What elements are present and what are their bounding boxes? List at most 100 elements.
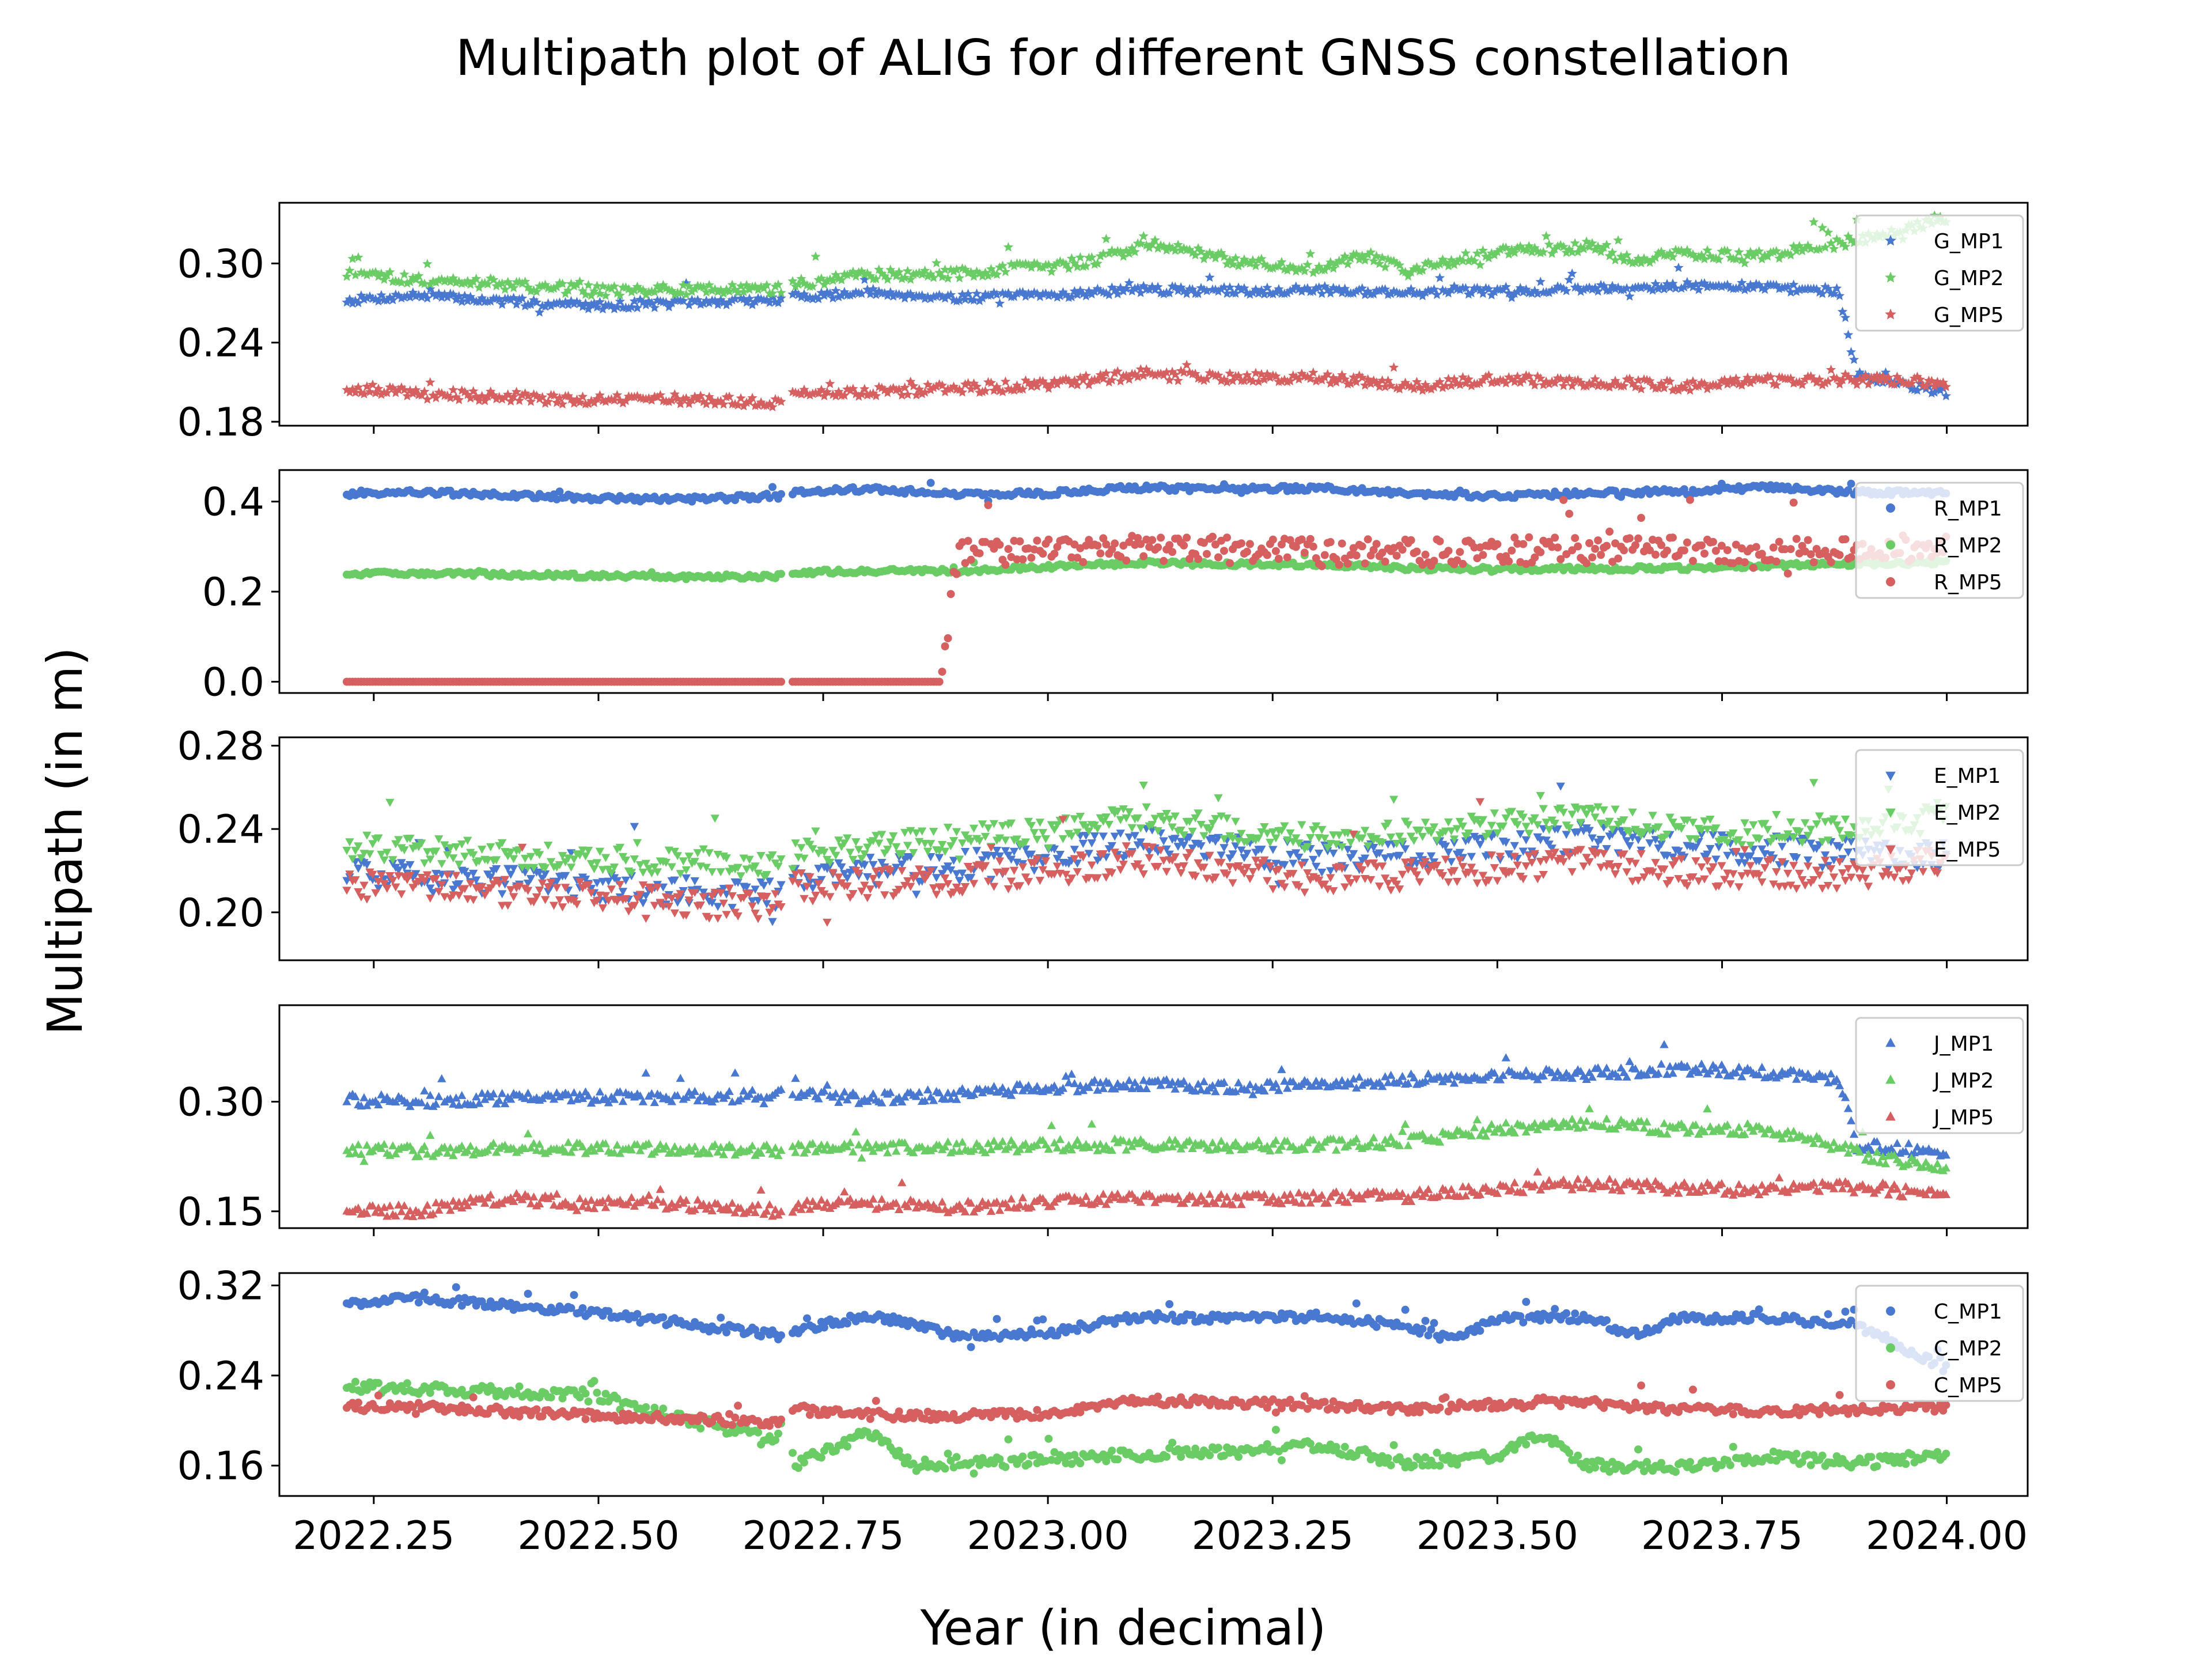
data-point: [1412, 547, 1421, 556]
data-point: [1536, 791, 1545, 800]
data-point: [1372, 251, 1382, 260]
data-point: [531, 286, 542, 296]
data-point: [1593, 803, 1603, 812]
data-point: [989, 882, 999, 891]
data-point: [1582, 559, 1591, 567]
data-point: [1851, 379, 1862, 389]
data-point: [704, 849, 714, 858]
data-point: [431, 392, 441, 403]
data-point: [1674, 875, 1683, 884]
data-point: [1070, 540, 1079, 549]
data-point: [1081, 290, 1091, 301]
data-point: [1377, 252, 1388, 262]
data-point: [537, 879, 547, 888]
data-point: [1844, 486, 1853, 495]
data-point: [649, 286, 660, 297]
data-point: [434, 888, 444, 896]
data-point: [1150, 235, 1160, 245]
data-point: [1176, 245, 1186, 255]
data-point: [768, 483, 777, 491]
data-point: [1703, 850, 1712, 859]
data-point: [1070, 815, 1080, 824]
data-point: [943, 273, 953, 283]
data-point: [1624, 291, 1635, 301]
data-point: [900, 272, 910, 282]
data-point: [1050, 845, 1059, 854]
series-G_MP5: [342, 359, 1951, 412]
data-point: [1455, 285, 1465, 294]
data-point: [1616, 827, 1626, 835]
data-point: [431, 277, 441, 287]
data-point: [609, 395, 620, 405]
data-point: [1415, 878, 1425, 887]
data-point: [1332, 840, 1341, 849]
data-point: [1518, 847, 1528, 856]
data-point: [762, 900, 771, 908]
data-point: [1567, 247, 1577, 257]
data-point: [1361, 559, 1369, 568]
data-point: [1444, 818, 1453, 827]
data-point: [991, 269, 1002, 279]
data-point: [623, 303, 634, 313]
data-point: [1817, 838, 1827, 846]
data-point: [1378, 548, 1387, 557]
data-point: [344, 265, 355, 275]
data-point: [1883, 372, 1894, 382]
data-point: [1697, 831, 1706, 839]
data-point: [811, 891, 820, 900]
data-point: [1806, 244, 1816, 253]
data-point: [1280, 861, 1289, 870]
data-point: [770, 281, 781, 291]
y-tick-label: 0.2: [202, 570, 264, 615]
data-point: [540, 870, 550, 878]
data-point: [1226, 559, 1234, 567]
data-point: [944, 634, 952, 642]
data-point: [546, 878, 556, 887]
data-point: [1110, 849, 1119, 857]
data-point: [727, 295, 737, 305]
data-point: [733, 287, 743, 297]
data-point: [1408, 289, 1419, 298]
data-point: [1668, 385, 1678, 395]
data-point: [1752, 543, 1760, 551]
data-point: [618, 888, 628, 896]
data-point: [1268, 828, 1278, 837]
data-point: [1440, 381, 1451, 391]
data-point: [1253, 376, 1264, 386]
data-point: [469, 896, 478, 904]
data-point: [1673, 262, 1684, 272]
data-point: [1418, 832, 1427, 841]
data-point: [1429, 261, 1440, 271]
data-point: [1479, 551, 1487, 559]
data-point: [1044, 844, 1054, 853]
data-point: [1351, 377, 1362, 387]
data-point: [1219, 835, 1229, 843]
data-point: [1625, 828, 1634, 837]
data-point: [1452, 256, 1463, 266]
data-point: [1216, 375, 1226, 385]
data-point: [1053, 543, 1062, 551]
data-point: [886, 838, 895, 847]
data-point: [1582, 854, 1591, 862]
y-tick-label: 0.18: [177, 400, 264, 445]
data-point: [1455, 849, 1465, 857]
data-point: [1444, 849, 1453, 857]
data-point: [1441, 842, 1450, 851]
data-point: [592, 393, 603, 404]
data-point: [1827, 558, 1835, 566]
data-point: [1657, 541, 1665, 550]
data-point: [825, 378, 835, 388]
data-point: [929, 828, 938, 836]
data-point: [1840, 241, 1851, 251]
data-point: [609, 304, 620, 313]
data-point: [980, 862, 990, 870]
data-point: [1124, 248, 1134, 258]
data-point: [1820, 818, 1830, 827]
data-point: [736, 393, 746, 403]
data-point: [1282, 287, 1293, 298]
data-point: [1484, 830, 1494, 838]
data-point: [1429, 381, 1440, 392]
data-point: [368, 840, 377, 849]
data-point: [1786, 545, 1795, 554]
